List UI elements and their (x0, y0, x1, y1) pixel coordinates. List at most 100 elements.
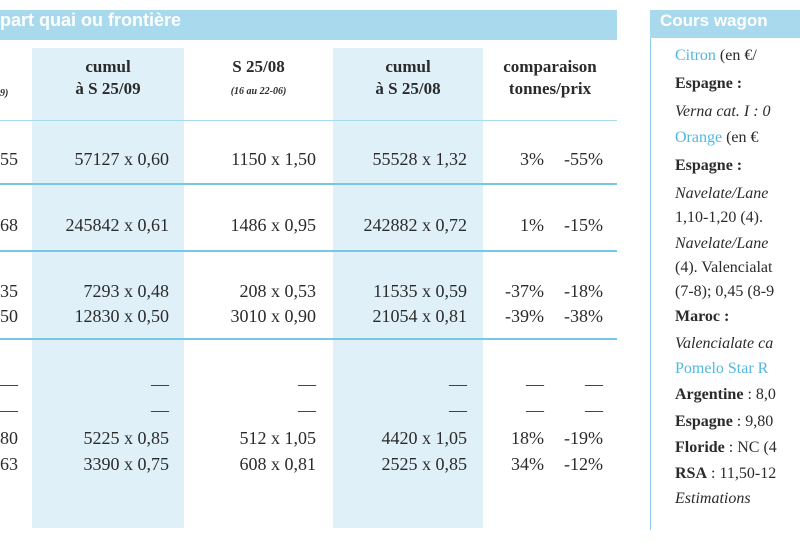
cell-col0: 63 (0, 454, 18, 474)
col0-header-sub: 9) (0, 88, 9, 99)
right-panel-title-bar (650, 10, 800, 38)
cell-col2: 512 x 1,05 (239, 428, 317, 448)
cell-col0: — (0, 400, 18, 420)
rp-line-citron: Citron (en €/ (675, 47, 757, 65)
rp-price: : 8,0 (743, 386, 776, 403)
col2-header-line1: S 25/08 (232, 57, 285, 76)
rp-price: : NC (4 (724, 439, 777, 456)
cell-col4-prix: -55% (564, 149, 603, 169)
cell-col0: — (0, 374, 18, 394)
rp-price: : 11,50-12 (707, 465, 777, 482)
cell-col4-tonnes: 34% (511, 454, 544, 474)
rp-line-navelate-1: Navelate/Lane (675, 185, 769, 202)
cell-col1: — (151, 400, 169, 420)
col1-header-line1: cumul (85, 57, 131, 76)
col3-header: cumul à S 25/08 (333, 56, 483, 100)
rp-line-rsa: RSA : 11,50-12 (675, 465, 776, 483)
rp-line-espagne-2: Espagne : (675, 157, 743, 174)
rp-line-verna: Verna cat. I : 0 (675, 103, 771, 120)
row-rule-3 (0, 338, 617, 340)
rp-line-maroc: Maroc : (675, 308, 730, 325)
cell-col4-prix: -15% (564, 215, 603, 235)
rp-line-floride: Floride : NC (4 (675, 439, 777, 457)
cell-col4-prix: -19% (564, 428, 603, 448)
cell-col2: — (298, 374, 316, 394)
cell-col0: 68 (0, 215, 18, 235)
col3-header-line1: cumul (385, 57, 431, 76)
row-rule-1 (0, 183, 617, 185)
cell-col2: 608 x 0,81 (239, 454, 317, 474)
cell-col2: 1486 x 0,95 (230, 215, 317, 235)
cell-col2: 3010 x 0,90 (230, 306, 317, 326)
rp-unit: (en € (722, 129, 759, 146)
cell-col0: 55 (0, 149, 18, 169)
table-title-bar (0, 10, 617, 40)
cell-col1: 245842 x 0,61 (65, 215, 170, 235)
rp-line-valencialat: (4). Valencialat (675, 259, 773, 276)
cell-col4-tonnes: 18% (511, 428, 544, 448)
cell-col3: — (449, 374, 467, 394)
rp-origin: Floride (675, 439, 725, 456)
cell-col4-prix: -38% (564, 306, 603, 326)
cell-col3: — (449, 400, 467, 420)
cell-col4-tonnes: — (526, 400, 544, 420)
rp-origin: RSA (675, 465, 708, 482)
cell-col4-tonnes: -37% (505, 281, 544, 301)
cell-col1: 3390 x 0,75 (83, 454, 170, 474)
col3-header-line2: à S 25/08 (375, 79, 441, 98)
cell-col2: 1150 x 1,50 (231, 149, 316, 169)
header-rule (0, 120, 617, 121)
right-panel-title: Cours wagon (660, 11, 768, 30)
cell-col1: 57127 x 0,60 (74, 149, 170, 169)
right-panel (650, 10, 800, 530)
rp-line-navelate-2: Navelate/Lane (675, 235, 769, 252)
cell-col1: — (151, 374, 169, 394)
cell-col3: 242882 x 0,72 (363, 215, 468, 235)
rp-line-valencialate: Valencialate ca (675, 335, 774, 352)
rp-line-espagne-3: Espagne : 9,80 (675, 413, 773, 431)
cell-col3: 11535 x 0,59 (373, 281, 467, 301)
cell-col4-prix: -12% (564, 454, 603, 474)
table-title: part quai ou frontière (0, 10, 182, 30)
cell-col0: 80 (0, 428, 18, 448)
rp-price: : 9,80 (732, 413, 774, 430)
rp-line-orange: Orange (en € (675, 129, 759, 147)
rp-line-estimations: Estimations (675, 490, 751, 507)
rp-line-espagne: Espagne : (675, 75, 743, 92)
rp-line-pomelo: Pomelo Star R (675, 360, 769, 377)
col1-header-line2: à S 25/09 (75, 79, 141, 98)
shaded-column-cumul-s25-08 (333, 48, 483, 528)
col4-header-line2: tonnes/prix (508, 79, 592, 98)
rp-origin: Espagne (675, 413, 733, 430)
cell-col4-prix: -18% (564, 281, 603, 301)
rp-line-price-2: (7-8); 0,45 (8-9 (675, 283, 775, 300)
rp-product-orange: Orange (675, 129, 723, 146)
cell-col3: 4420 x 1,05 (381, 428, 468, 448)
col2-header: S 25/08 (184, 56, 333, 78)
row-rule-2 (0, 250, 617, 252)
cell-col3: 2525 x 0,85 (381, 454, 468, 474)
col1-header: cumul à S 25/09 (32, 56, 184, 100)
rp-unit: (en €/ (715, 47, 757, 64)
cell-col1: 7293 x 0,48 (83, 281, 170, 301)
rp-line-argentine: Argentine : 8,0 (675, 386, 776, 404)
shaded-column-cumul-s25-09 (32, 48, 184, 528)
rp-product-citron: Citron (675, 47, 716, 64)
cell-col3: 55528 x 1,32 (372, 149, 468, 169)
cell-col4-tonnes: -39% (505, 306, 544, 326)
cell-col4-prix: — (585, 374, 603, 394)
cell-col3: 21054 x 0,81 (372, 306, 468, 326)
cell-col4-tonnes: 3% (520, 149, 544, 169)
rp-origin: Argentine (675, 386, 744, 403)
col2-header-sub: (16 au 22-06) (230, 86, 287, 97)
col4-header: comparaison tonnes/prix (483, 56, 617, 100)
cell-col4-tonnes: — (526, 374, 544, 394)
cell-col2: 208 x 0,53 (239, 281, 317, 301)
cell-col4-tonnes: 1% (520, 215, 544, 235)
cell-col1: 12830 x 0,50 (74, 306, 170, 326)
cell-col0: 50 (0, 306, 18, 326)
rp-line-price-1: 1,10-1,20 (4). (675, 209, 763, 226)
cell-col1: 5225 x 0,85 (83, 428, 170, 448)
cell-col0: 35 (0, 281, 18, 301)
cell-col4-prix: — (585, 400, 603, 420)
